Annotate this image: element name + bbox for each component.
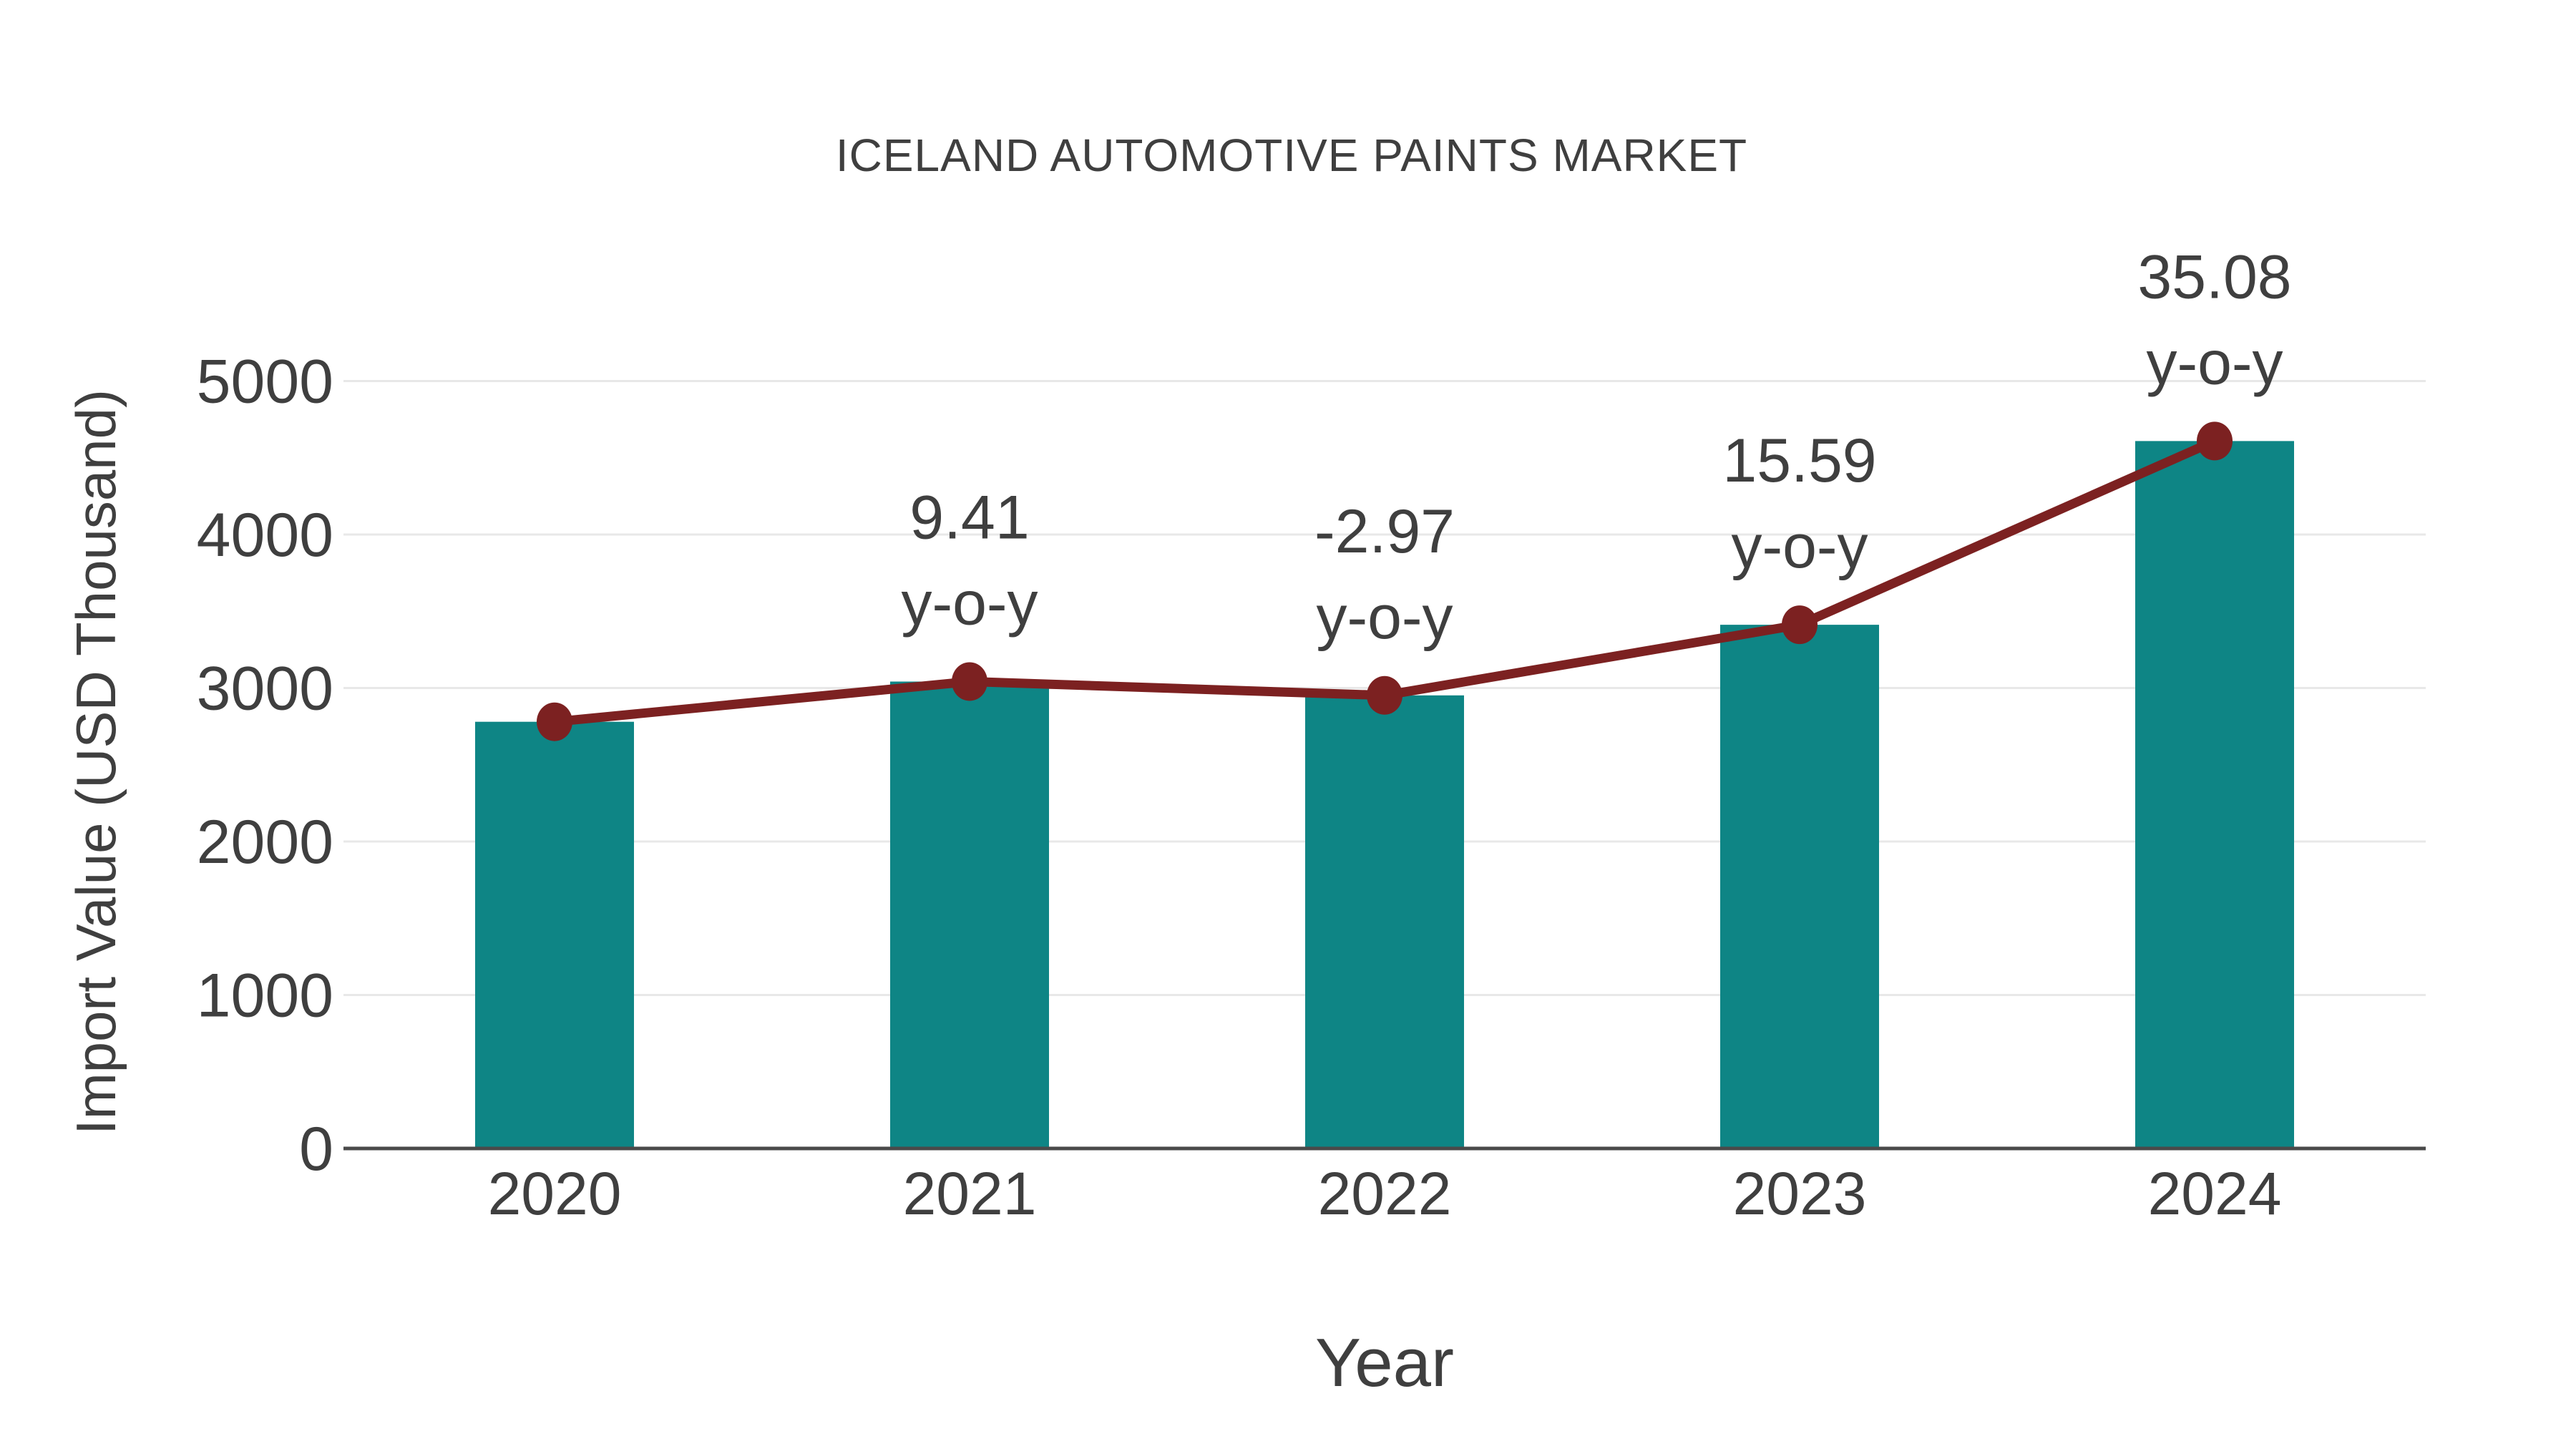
chart-title: ICELAND AUTOMOTIVE PAINTS MARKET: [835, 130, 1748, 181]
y-tick-label-2000: 2000: [197, 808, 333, 877]
annotation-unit-2021: y-o-y: [901, 569, 1038, 638]
annotation-unit-2022: y-o-y: [1316, 583, 1453, 652]
bar-2024: [2135, 441, 2294, 1148]
bar-2020: [475, 721, 634, 1148]
x-tick-label-2022: 2022: [1318, 1160, 1452, 1227]
y-tick-label-3000: 3000: [197, 655, 333, 723]
trend-marker-2020: [537, 702, 572, 741]
y-tick-label-5000: 5000: [197, 348, 333, 416]
annotation-value-2022: -2.97: [1314, 497, 1455, 566]
x-tick-label-2021: 2021: [903, 1160, 1037, 1227]
annotation-unit-2023: y-o-y: [1731, 512, 1868, 581]
y-tick-label-0: 0: [299, 1115, 333, 1184]
x-tick-label-2023: 2023: [1733, 1160, 1867, 1227]
x-tick-label-2024: 2024: [2148, 1160, 2282, 1227]
annotation-value-2023: 15.59: [1722, 426, 1876, 495]
y-axis-title: Import Value (USD Thousand): [64, 389, 127, 1135]
bar-2023: [1720, 625, 1879, 1148]
bar-2022: [1305, 695, 1464, 1148]
annotation-value-2021: 9.41: [909, 483, 1029, 552]
annotation-unit-2024: y-o-y: [2146, 328, 2283, 397]
trend-marker-2023: [1782, 605, 1818, 645]
trend-marker-2024: [2197, 421, 2233, 461]
trend-marker-2021: [952, 662, 987, 701]
y-tick-label-1000: 1000: [197, 962, 333, 1030]
annotation-value-2024: 35.08: [2137, 243, 2291, 311]
trend-marker-2022: [1367, 675, 1402, 715]
x-axis-title: Year: [1315, 1324, 1454, 1401]
y-tick-label-4000: 4000: [197, 501, 333, 570]
x-tick-label-2020: 2020: [488, 1160, 622, 1227]
bar-2021: [890, 681, 1049, 1148]
